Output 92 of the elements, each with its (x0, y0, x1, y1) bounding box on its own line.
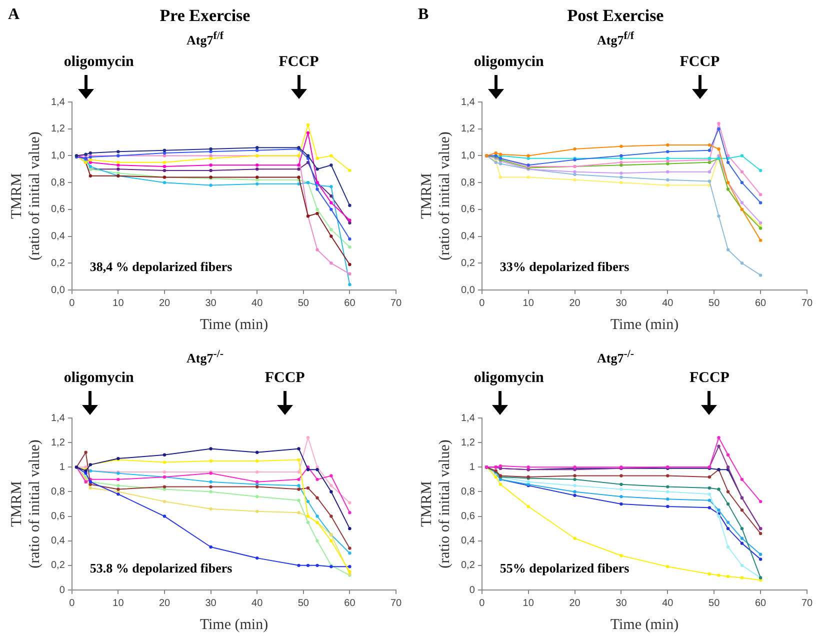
annotation: 33% depolarized fibers (500, 258, 630, 274)
x-tick-label: 30 (616, 298, 628, 309)
x-tick-label: 30 (616, 598, 628, 609)
x-tick-label: 40 (252, 298, 264, 309)
chart-title: Atg7$^{-/-}$ (186, 348, 224, 368)
text: FCCP (689, 370, 730, 387)
x-tick-label: 0 (69, 298, 76, 309)
text: oligomycin (474, 54, 544, 71)
annotation: 55% depolarized fibers (500, 560, 630, 576)
y-tick-label: 1,2 (50, 437, 66, 448)
x-tick-label: 20 (158, 598, 170, 609)
x-tick-label: 50 (298, 598, 310, 609)
y-tick-label: 0,2 (50, 560, 66, 572)
x-tick-label: 10 (112, 298, 124, 309)
chart-title: Post Exercise (567, 6, 664, 25)
y-tick-label: 0,2 (50, 258, 66, 269)
y-tick-label: 0,2 (460, 560, 476, 572)
x-axis-title: Time (min) (200, 616, 268, 633)
y-tick-label: 0,6 (460, 204, 476, 216)
x-tick-label: 20 (158, 298, 170, 309)
x-axis-title: Time (min) (610, 316, 679, 333)
y-tick-label: 1,4 (460, 96, 476, 108)
x-tick-label: 60 (344, 598, 356, 609)
y-axis-title: TMRM (ratio of initial value) (8, 132, 43, 260)
y-tick-label: 0,6 (50, 511, 66, 522)
x-tick-label: 60 (754, 598, 767, 609)
y-tick-label: 0,4 (50, 231, 66, 242)
y-tick-label: 1,2 (460, 437, 476, 448)
annotation: 53.8 % depolarized fibers (90, 560, 232, 576)
x-axis-title: Time (min) (200, 316, 268, 333)
y-tick-label: 0,4 (460, 231, 476, 242)
y-axis-title: TMRM (ratio of initial value) (8, 440, 43, 568)
y-tick-label: 1,0 (50, 150, 66, 162)
x-tick-label: 50 (708, 298, 720, 309)
x-tick-label: 0 (479, 598, 486, 609)
y-tick-label: 1,4 (50, 412, 66, 424)
y-axis-title: TMRM (ratio of initial value) (418, 440, 453, 568)
chart-subtitle: Atg7$^{f/f}$ (186, 30, 225, 50)
y-tick-label: 0,8 (460, 177, 476, 188)
text: FCCP (264, 370, 305, 387)
y-tick-label: 1,2 (460, 124, 476, 135)
y-axis-title: TMRM (ratio of initial value) (418, 132, 453, 260)
y-tick-label: 0,6 (460, 511, 476, 522)
y-tick-label: 0,8 (50, 486, 66, 498)
chart-subtitle: Atg7$^{f/f}$ (596, 30, 636, 50)
y-tick-label: 0,2 (460, 258, 476, 269)
y-tick-label: 1,2 (50, 124, 66, 135)
x-tick-label: 10 (522, 298, 534, 309)
annotation: 38,4 % depolarized fibers (90, 258, 232, 274)
text: oligomycin (64, 54, 134, 71)
x-axis-title: Time (min) (610, 616, 679, 633)
x-tick-label: 10 (112, 598, 124, 609)
text: FCCP (680, 54, 720, 71)
x-tick-label: 40 (662, 298, 674, 309)
text: FCCP (278, 54, 319, 71)
y-tick-label: 0,6 (50, 204, 66, 216)
y-tick-label: 1,0 (460, 150, 476, 162)
x-tick-label: 70 (390, 298, 402, 309)
x-tick-label: 30 (205, 598, 217, 609)
x-tick-label: 60 (754, 298, 767, 309)
x-tick-label: 40 (662, 598, 674, 609)
x-tick-label: 60 (344, 298, 356, 309)
x-tick-label: 20 (569, 298, 581, 309)
y-tick-label: 0,0 (460, 284, 476, 296)
x-tick-label: 70 (801, 598, 813, 609)
x-tick-label: 10 (522, 598, 534, 609)
x-tick-label: 70 (390, 598, 402, 609)
chart-title: Pre Exercise (160, 6, 250, 25)
y-tick-label: 0 (469, 584, 476, 596)
text: A (8, 6, 20, 24)
x-tick-label: 30 (205, 298, 217, 309)
y-tick-label: 0,8 (50, 177, 66, 188)
text: oligomycin (474, 370, 544, 387)
x-tick-label: 0 (69, 598, 76, 609)
y-tick-label: 0 (59, 584, 66, 596)
y-tick-label: 1,4 (50, 96, 66, 108)
y-tick-label: 0,0 (50, 284, 66, 296)
y-tick-label: 1 (59, 462, 66, 473)
chart-title: Atg7$^{-/-}$ (596, 348, 635, 368)
y-tick-label: 1,4 (460, 412, 476, 424)
x-tick-label: 20 (569, 598, 581, 609)
y-tick-label: 0,8 (460, 486, 476, 498)
x-tick-label: 50 (708, 598, 720, 609)
y-tick-label: 0,4 (460, 536, 476, 547)
x-tick-label: 50 (298, 298, 310, 309)
text: oligomycin (64, 370, 134, 387)
x-tick-label: 70 (801, 298, 813, 309)
y-tick-label: 1 (469, 462, 476, 473)
x-tick-label: 0 (479, 298, 486, 309)
y-tick-label: 0,4 (50, 536, 66, 547)
x-tick-label: 40 (252, 598, 264, 609)
text: B (418, 6, 429, 24)
